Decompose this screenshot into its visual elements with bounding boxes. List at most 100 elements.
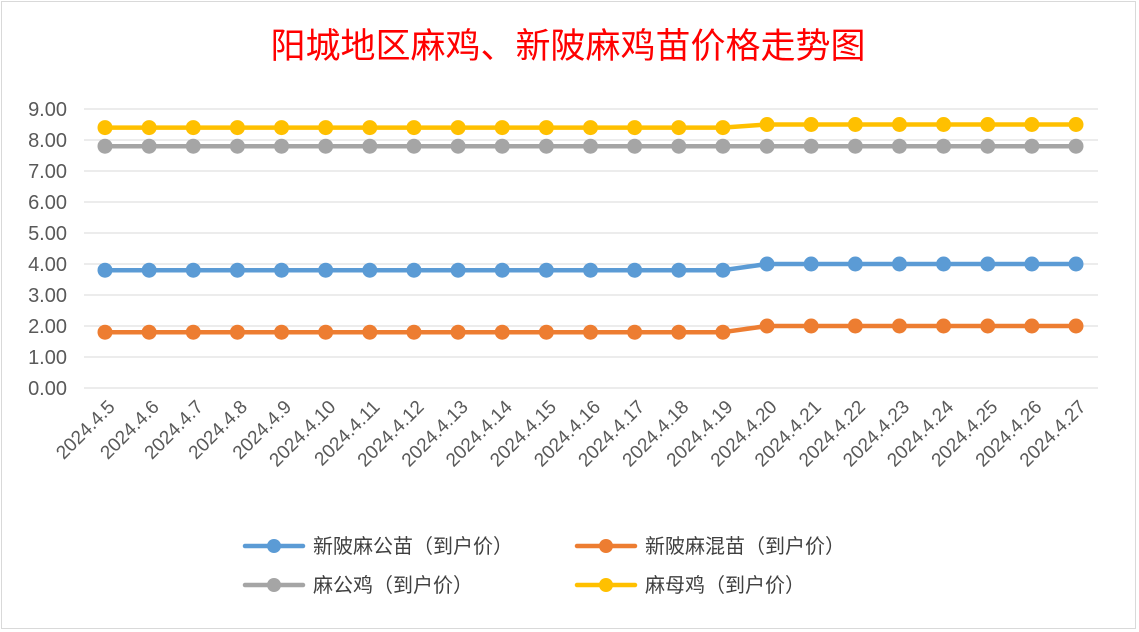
data-point (759, 117, 775, 132)
data-point (627, 120, 643, 136)
data-point (759, 256, 775, 272)
data-point (583, 138, 598, 154)
chart-title: 阳城地区麻鸡、新陂麻鸡苗价格走势图 (270, 27, 865, 67)
data-point (406, 262, 422, 278)
data-point (185, 324, 201, 340)
legend-item: 麻公鸡（到户价） (242, 573, 473, 597)
legend-label: 麻母鸡（到户价） (645, 573, 805, 597)
data-point (494, 262, 510, 278)
data-point (1024, 318, 1040, 334)
data-point (229, 120, 245, 136)
data-point (980, 318, 996, 334)
y-tick-label: 9.00 (28, 99, 67, 121)
data-point (274, 324, 290, 340)
legend-marker (599, 539, 613, 553)
data-point (141, 262, 157, 278)
data-point (1068, 117, 1084, 132)
data-point (185, 138, 201, 154)
data-point (1068, 138, 1084, 154)
legend-marker (267, 578, 281, 592)
data-point (494, 138, 510, 154)
data-point (538, 138, 554, 154)
data-point (671, 324, 687, 340)
data-point (891, 318, 907, 334)
x-axis-ticks: 2024.4.52024.4.62024.4.72024.4.82024.4.9… (52, 396, 1090, 471)
legend-label: 新陂麻混苗（到户价） (645, 534, 845, 558)
y-tick-label: 4.00 (28, 254, 67, 276)
legend-item: 麻母鸡（到户价） (574, 573, 805, 597)
data-point (1024, 256, 1040, 272)
data-point (803, 256, 819, 272)
series-lines (97, 117, 1084, 340)
data-point (318, 324, 334, 340)
series-0 (97, 256, 1084, 278)
data-point (494, 120, 510, 136)
data-point (891, 117, 907, 132)
data-point (406, 138, 422, 154)
legend-marker (599, 578, 613, 592)
data-point (936, 256, 952, 272)
data-point (97, 262, 113, 278)
data-point (538, 324, 554, 340)
series-1 (97, 318, 1084, 340)
y-tick-label: 2.00 (28, 316, 67, 338)
data-point (891, 256, 907, 272)
data-point (450, 324, 466, 340)
legend-item: 新陂麻公苗（到户价） (242, 534, 513, 558)
y-tick-label: 3.00 (28, 285, 67, 307)
data-point (450, 138, 466, 154)
data-point (185, 120, 201, 136)
data-point (318, 120, 334, 136)
data-point (715, 262, 731, 278)
data-point (671, 120, 687, 136)
data-point (759, 138, 775, 154)
series-3 (97, 117, 1084, 136)
data-point (671, 262, 687, 278)
data-point (715, 120, 731, 136)
data-point (803, 117, 819, 132)
legend-label: 麻公鸡（到户价） (313, 573, 473, 597)
data-point (980, 117, 996, 132)
data-point (97, 138, 113, 154)
data-point (141, 324, 157, 340)
data-point (936, 117, 952, 132)
data-point (97, 120, 113, 136)
data-point (362, 120, 378, 136)
data-point (97, 324, 113, 340)
data-point (318, 262, 334, 278)
data-point (318, 138, 334, 154)
data-point (450, 120, 466, 136)
data-point (583, 120, 598, 136)
data-point (671, 138, 687, 154)
data-point (847, 256, 863, 272)
data-point (274, 138, 290, 154)
data-point (229, 324, 245, 340)
legend-marker (267, 539, 281, 553)
data-point (891, 138, 907, 154)
series-2 (97, 138, 1084, 154)
data-point (803, 138, 819, 154)
data-point (538, 120, 554, 136)
data-point (1068, 256, 1084, 272)
data-point (406, 324, 422, 340)
data-point (759, 318, 775, 334)
data-point (847, 318, 863, 334)
data-point (1024, 138, 1040, 154)
data-point (715, 138, 731, 154)
legend-label: 新陂麻公苗（到户价） (313, 534, 513, 558)
data-point (450, 262, 466, 278)
y-tick-label: 0.00 (28, 378, 67, 400)
data-point (406, 120, 422, 136)
y-tick-label: 5.00 (28, 223, 67, 245)
data-point (229, 138, 245, 154)
data-point (274, 120, 290, 136)
data-point (847, 117, 863, 132)
y-tick-label: 7.00 (28, 161, 67, 183)
data-point (715, 324, 731, 340)
data-point (538, 262, 554, 278)
data-point (185, 262, 201, 278)
data-point (229, 262, 245, 278)
legend: 新陂麻公苗（到户价） 新陂麻混苗（到户价） 麻公鸡（到户价） 麻母鸡（到户价） (242, 534, 845, 597)
data-point (627, 262, 643, 278)
